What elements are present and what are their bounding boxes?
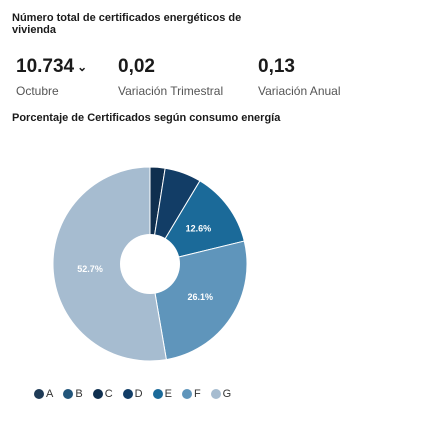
pie-slice-G[interactable] (52, 166, 167, 362)
chart-title: Porcentaje de Certificados según consumo… (12, 112, 281, 124)
legend-label-A: A (46, 388, 54, 400)
donut-hole (120, 234, 180, 294)
legend-dot-G (210, 389, 221, 399)
legend-item-E[interactable]: E (152, 388, 172, 400)
legend-dot-D (122, 389, 133, 399)
legend-item-B[interactable]: B (63, 388, 83, 400)
pie-chart: 12.6% 26.1% 52.7% (0, 150, 437, 380)
legend-label-E: E (164, 388, 172, 400)
legend-label-F: F (193, 388, 201, 400)
stat-quarterly-label: Variación Trimestral (118, 84, 224, 98)
stat-total-value-row: 10.734 ⌄ (16, 56, 87, 78)
stat-annual: 0,13 Variación Anual (258, 56, 341, 98)
legend-dot-B (63, 389, 74, 399)
pie-data-label-G: 52.7% (77, 264, 103, 274)
pie-chart-svg: 12.6% 26.1% 52.7% (52, 166, 248, 362)
legend-dot-F (181, 389, 192, 399)
legend-label-C: C (104, 388, 113, 400)
stat-total-value: 10.734 (16, 56, 75, 77)
metric-title: Número total de certificados energéticos… (12, 12, 242, 36)
chart-legend: A B C D E F G (34, 388, 231, 400)
stat-total-label: Octubre (16, 84, 59, 98)
legend-dot-A (34, 389, 44, 399)
stat-quarterly-value: 0,02 (118, 56, 155, 77)
legend-item-D[interactable]: D (122, 388, 143, 400)
legend-item-G[interactable]: G (210, 388, 232, 400)
stat-quarterly: 0,02 Variación Trimestral (118, 56, 223, 98)
legend-dot-E (152, 389, 163, 399)
legend-item-C[interactable]: C (92, 388, 113, 400)
legend-label-G: G (222, 388, 232, 400)
legend-item-A[interactable]: A (34, 388, 53, 400)
legend-item-F[interactable]: F (181, 388, 201, 400)
legend-label-D: D (134, 388, 143, 400)
pie-data-label-F: 26.1% (187, 292, 213, 302)
stat-annual-value: 0,13 (258, 56, 295, 77)
legend-dot-C (92, 389, 103, 399)
pie-slice-E[interactable] (148, 180, 245, 265)
pie-data-label-E: 12.6% (186, 223, 212, 233)
legend-label-B: B (75, 388, 83, 400)
stat-total: 10.734 ⌄ Octubre (16, 56, 87, 98)
stat-annual-label: Variación Anual (258, 84, 341, 98)
trend-down-icon: ⌄ (77, 60, 88, 74)
